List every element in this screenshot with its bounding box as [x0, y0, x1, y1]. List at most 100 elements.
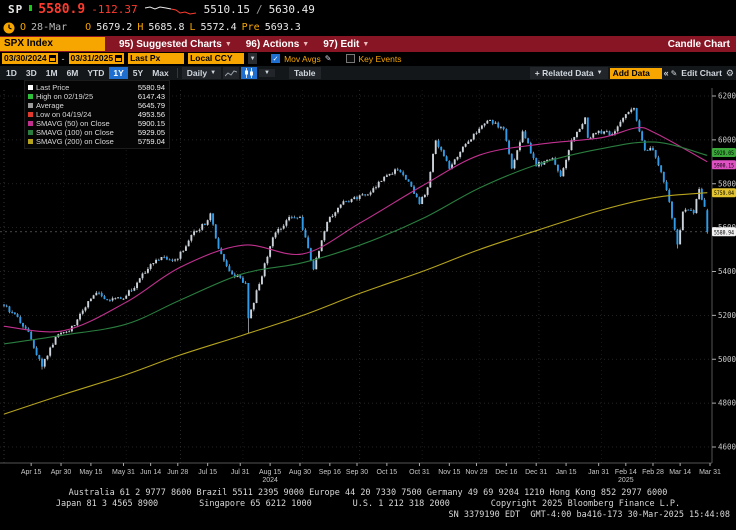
legend-row: Last Price 5580.94 — [28, 83, 165, 92]
tab-5y[interactable]: 5Y — [132, 68, 144, 78]
svg-text:5800: 5800 — [718, 179, 736, 188]
svg-text:5759.04: 5759.04 — [714, 189, 734, 197]
legend-marker — [28, 94, 33, 99]
svg-text:Jul 31: Jul 31 — [231, 469, 250, 476]
chart-toolbar: 1D 3D 1M 6M YTD 1Y 5Y Max Daily ▼ ▼ Table + Rela… — [0, 65, 736, 80]
footer-session-info: SN 3379190 EDT GMT-4:00 ba416-173 30-Mar… — [448, 510, 730, 520]
command-bar: SPX Index 95) Suggested Charts ▼ 96) Actio… — [0, 36, 736, 52]
svg-text:Oct 15: Oct 15 — [377, 469, 398, 476]
prev-value: 5693.3 — [264, 22, 301, 33]
price-field-select[interactable]: Last Px — [128, 53, 185, 64]
tab-1m[interactable]: 1M — [45, 68, 58, 78]
high-value: 5685.8 — [148, 22, 185, 33]
svg-text:5929.05: 5929.05 — [714, 149, 734, 157]
chart-legend: Last Price 5580.94 High on 02/19/25 6147.43… — [24, 80, 170, 149]
edit-chart-button[interactable]: Edit Chart — [681, 68, 722, 78]
menu-suggested-charts[interactable]: 95) Suggested Charts ▼ — [119, 38, 232, 50]
menu-items: 95) Suggested Charts ▼ 96) Actions ▼ 97) Edi… — [119, 39, 369, 50]
open-label: O — [85, 22, 92, 33]
svg-text:Sep 16: Sep 16 — [319, 469, 341, 476]
svg-text:5900.15: 5900.15 — [714, 161, 734, 169]
svg-text:6000: 6000 — [718, 135, 736, 144]
frequency-select[interactable]: Daily ▼ — [181, 67, 222, 79]
legend-row: High on 02/19/25 6147.43 — [28, 92, 165, 101]
tab-ytd[interactable]: YTD — [87, 68, 105, 78]
clock-icon — [3, 22, 15, 33]
svg-text:Mar 31: Mar 31 — [699, 469, 721, 476]
menu-actions[interactable]: 96) Actions ▼ — [245, 38, 310, 50]
range-controls: 03/30/2024 - 03/31/2025 Last Px Local CC… — [2, 53, 402, 64]
key-events-label: Key Events — [358, 53, 402, 64]
svg-text:Jul 15: Jul 15 — [198, 469, 217, 476]
price-change: -112.37 — [91, 3, 138, 16]
tab-6m[interactable]: 6M — [66, 68, 79, 78]
svg-text:Apr 30: Apr 30 — [51, 469, 72, 476]
legend-row: SMAVG (50) on Close 5900.15 — [28, 119, 165, 128]
svg-text:5000: 5000 — [718, 355, 736, 364]
currency-select[interactable]: Local CCY — [188, 53, 245, 64]
date-from-field[interactable]: 03/30/2024 — [2, 53, 58, 64]
svg-text:Jan 31: Jan 31 — [588, 469, 609, 476]
legend-marker — [28, 112, 33, 117]
prev-label: Pre — [241, 22, 260, 33]
up-tick-icon — [29, 4, 33, 11]
chart-area[interactable]: 620060005800560054005200500048004600Apr … — [0, 80, 736, 484]
currency-dropdown-arrow[interactable]: ▼ — [248, 53, 258, 64]
svg-text:Aug 15: Aug 15 — [259, 469, 281, 476]
tab-max[interactable]: Max — [152, 68, 169, 78]
open-value: 5679.2 — [96, 22, 133, 33]
svg-text:Feb 14: Feb 14 — [615, 469, 637, 476]
legend-row: Low on 04/19/24 4953.56 — [28, 110, 165, 119]
svg-text:Jun 14: Jun 14 — [140, 469, 161, 476]
svg-text:Aug 30: Aug 30 — [289, 469, 311, 476]
calendar-icon — [115, 55, 123, 62]
add-data-input[interactable]: Add Data — [609, 67, 662, 79]
session-line: O 28-Mar O 5679.2 H 5685.8 L 5572.4 Pre … — [0, 19, 736, 36]
svg-text:4800: 4800 — [718, 399, 736, 408]
footer-phones-2: Japan 81 3 4565 8900 Singapore 65 6212 1… — [55, 499, 681, 509]
svg-text:Jun 28: Jun 28 — [167, 469, 188, 476]
collapse-panel-button[interactable]: « — [663, 68, 669, 78]
terminal-footer: Australia 61 2 9777 8600 Brazil 5511 239… — [0, 484, 736, 521]
security-input[interactable]: SPX Index — [0, 37, 105, 51]
chart-type-label: Candle Chart — [667, 38, 730, 50]
svg-text:May 31: May 31 — [112, 469, 135, 476]
ticker-symbol: SP — [8, 3, 24, 16]
quote-header: SP 5580.9 -112.37 5510.15 / 5630.49 — [0, 0, 736, 19]
edit-chart-icon[interactable]: ✎ — [670, 68, 678, 78]
tab-3d[interactable]: 3D — [25, 68, 37, 78]
tab-1d[interactable]: 1D — [6, 68, 17, 78]
tab-1y[interactable]: 1Y — [109, 67, 128, 79]
line-chart-icon[interactable] — [223, 67, 240, 79]
candlestick-chart[interactable]: 620060005800560054005200500048004600Apr … — [0, 80, 736, 484]
svg-text:Nov 15: Nov 15 — [438, 469, 460, 476]
svg-text:Mar 14: Mar 14 — [669, 469, 691, 476]
legend-marker — [28, 121, 33, 126]
mov-avgs-checkbox[interactable]: ✓ — [271, 54, 281, 63]
menu-edit[interactable]: 97) Edit ▼ — [323, 38, 370, 50]
svg-text:6200: 6200 — [718, 92, 736, 101]
svg-text:Oct 31: Oct 31 — [409, 469, 430, 476]
high-label: H — [137, 22, 144, 33]
table-button[interactable]: Table — [288, 67, 321, 79]
legend-marker — [28, 130, 33, 135]
chart-style-dropdown[interactable]: ▼ — [259, 69, 275, 77]
legend-marker — [28, 103, 33, 108]
mov-avgs-edit-icon[interactable]: ✎ — [324, 54, 332, 63]
legend-row: SMAVG (200) on Close 5759.04 — [28, 137, 165, 146]
key-events-checkbox[interactable] — [345, 54, 355, 63]
range-high: 5630.49 — [268, 3, 315, 16]
settings-gear-icon[interactable]: ⚙ — [725, 67, 734, 78]
svg-text:5200: 5200 — [718, 311, 736, 320]
session-flag: O — [20, 22, 27, 33]
period-tabs: 1D 3D 1M 6M YTD 1Y 5Y Max — [2, 67, 173, 79]
last-price: 5580.9 — [38, 2, 86, 17]
mov-avgs-label: Mov Avgs — [284, 53, 321, 64]
range-low: 5510.15 — [203, 3, 250, 16]
candle-chart-icon[interactable] — [241, 67, 258, 79]
related-data-button[interactable]: + Related Data ▼ — [529, 67, 608, 79]
date-to-field[interactable]: 03/31/2025 — [68, 53, 125, 64]
svg-text:Apr 15: Apr 15 — [21, 469, 42, 476]
svg-text:2025: 2025 — [618, 477, 634, 484]
svg-text:Nov 29: Nov 29 — [465, 469, 487, 476]
